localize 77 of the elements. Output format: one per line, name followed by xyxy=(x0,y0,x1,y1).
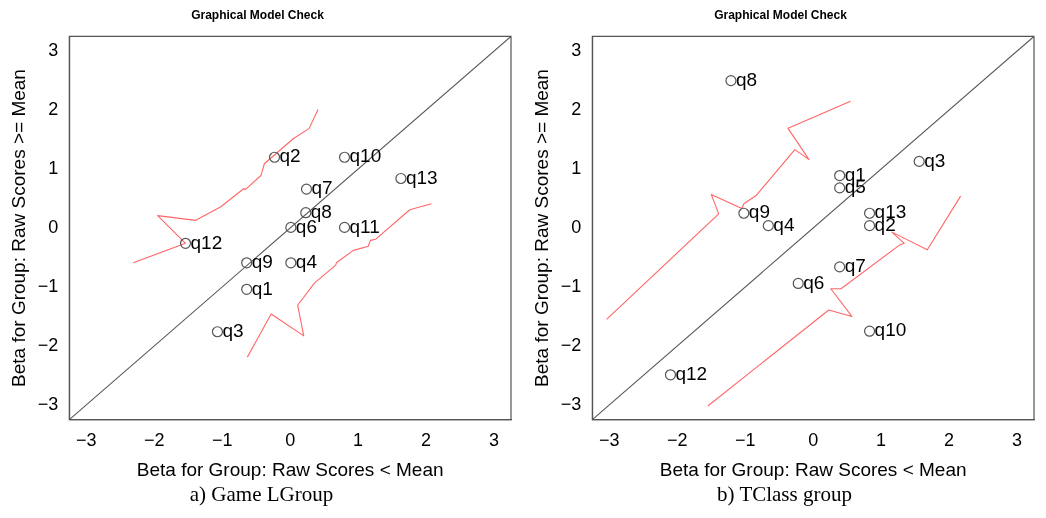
x-tick-label: 0 xyxy=(285,430,296,451)
annotation: q13 xyxy=(405,166,438,188)
annotation: q10 xyxy=(874,319,907,341)
point xyxy=(792,277,804,290)
x-tick-label: −1 xyxy=(211,430,233,451)
y-tick-label: 2 xyxy=(48,99,59,120)
y-tick-label: 0 xyxy=(48,216,59,237)
point xyxy=(285,221,297,234)
x-tick-label: −3 xyxy=(599,430,620,451)
y-tick-label: 2 xyxy=(571,99,582,120)
annotation: q9 xyxy=(748,201,770,223)
x-tick-label: 0 xyxy=(808,430,819,451)
point xyxy=(179,237,192,249)
point xyxy=(300,183,313,195)
point xyxy=(863,325,876,337)
y-tick-label: −2 xyxy=(560,334,582,355)
annotation: q7 xyxy=(311,177,333,199)
point xyxy=(241,257,253,269)
point xyxy=(863,220,876,232)
x-tick-label: 2 xyxy=(421,430,432,451)
point xyxy=(268,151,281,163)
y-tick-label: −1 xyxy=(560,275,582,296)
y-tick-label: −3 xyxy=(560,393,582,414)
x-tick-label: −3 xyxy=(76,430,97,451)
point xyxy=(664,369,677,381)
point xyxy=(395,172,407,185)
x-tick-label: −2 xyxy=(666,430,688,451)
annotation: q2 xyxy=(279,145,301,167)
annotation: q12 xyxy=(675,363,708,385)
annotation: q9 xyxy=(251,251,273,273)
x-axis-title: Beta for Group: Raw Scores < Mean xyxy=(136,458,444,480)
annotation: q1 xyxy=(251,277,273,299)
point xyxy=(834,261,846,273)
y-tick-label: 3 xyxy=(48,40,59,61)
y-tick-label: 1 xyxy=(571,158,582,179)
point xyxy=(338,221,351,234)
annotation: q11 xyxy=(349,215,380,237)
annotation: q12 xyxy=(190,231,223,253)
point xyxy=(725,75,737,87)
chart-title: Graphical Model Check xyxy=(191,7,325,22)
point xyxy=(834,169,846,182)
x-tick-label: 3 xyxy=(489,430,500,451)
x-axis-title: Beta for Group: Raw Scores < Mean xyxy=(659,458,967,480)
point xyxy=(338,151,351,163)
x-tick-label: 2 xyxy=(944,430,955,451)
x-tick-label: 1 xyxy=(876,430,887,451)
annotation: q4 xyxy=(295,251,318,273)
point xyxy=(762,220,774,232)
point xyxy=(211,326,224,338)
x-tick-label: 1 xyxy=(353,430,364,451)
point xyxy=(285,257,297,269)
text: a) Game LGroup xyxy=(189,482,334,507)
point xyxy=(241,283,253,295)
annotation: q8 xyxy=(735,68,758,90)
y-axis-title: Beta for Group: Raw Scores >= Mean xyxy=(7,69,29,387)
annotation: q10 xyxy=(349,145,382,167)
y-tick-label: 1 xyxy=(48,158,59,179)
x-tick-label: −1 xyxy=(734,430,756,451)
text: b) TClass group xyxy=(717,482,852,507)
annotation: q4 xyxy=(773,213,795,235)
y-tick-label: 3 xyxy=(571,40,582,61)
x-tick-label: 3 xyxy=(1012,430,1023,451)
x-tick-label: −2 xyxy=(143,430,165,451)
point xyxy=(863,207,876,219)
point xyxy=(300,207,312,219)
point xyxy=(913,155,925,167)
annotation: q7 xyxy=(844,255,866,277)
y-tick-label: −2 xyxy=(37,334,59,355)
y-tick-label: 0 xyxy=(571,216,582,237)
y-tick-label: −3 xyxy=(37,393,59,414)
annotation: q3 xyxy=(222,319,244,341)
y-axis-title: Beta for Group: Raw Scores >= Mean xyxy=(530,69,552,387)
annotation: q6 xyxy=(803,271,825,293)
y-tick-label: −1 xyxy=(37,275,59,296)
annotation: q3 xyxy=(924,149,946,171)
point xyxy=(738,207,750,219)
chart-title: Graphical Model Check xyxy=(714,7,848,22)
